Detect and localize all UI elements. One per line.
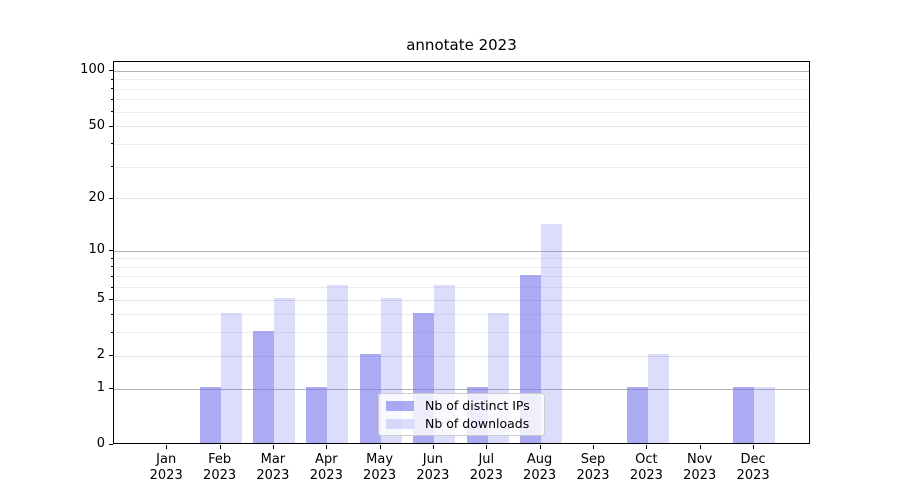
bar-distinct-ips: [306, 386, 328, 443]
decade-gridline: [114, 388, 809, 390]
x-tick-label: Jul 2023: [469, 452, 503, 483]
y-axis-minor-tick: [111, 331, 113, 333]
x-axis-tick: [646, 445, 648, 449]
decade-gridline: [114, 70, 809, 72]
legend-label: Nb of downloads: [425, 416, 530, 431]
y-tick-label: 0: [96, 436, 105, 452]
y-axis-minor-tick: [111, 166, 113, 168]
x-tick-label: Dec 2023: [736, 452, 770, 483]
y-axis-minor-tick: [111, 266, 113, 268]
decade-gridline: [114, 250, 809, 252]
y-axis-tick: [109, 299, 113, 301]
bar-downloads: [540, 223, 562, 443]
x-tick-label: Nov 2023: [683, 452, 717, 483]
minor-gridline: [114, 166, 809, 168]
y-tick-label: 2: [96, 347, 105, 363]
y-axis-minor-tick: [111, 78, 113, 80]
x-axis-tick: [326, 445, 328, 449]
bar-downloads: [754, 386, 776, 443]
legend-item: Nb of distinct IPs: [386, 398, 537, 413]
y-axis-minor-tick: [111, 98, 113, 100]
major-gridline: [114, 198, 809, 200]
y-tick-label: 20: [88, 189, 105, 205]
y-tick-label: 100: [80, 62, 105, 78]
minor-gridline: [114, 266, 809, 268]
minor-gridline: [114, 276, 809, 278]
x-axis-tick: [432, 445, 434, 449]
minor-gridline: [114, 258, 809, 260]
minor-gridline: [114, 111, 809, 113]
y-axis-minor-tick: [111, 313, 113, 315]
y-axis-tick: [109, 70, 113, 72]
major-gridline: [114, 126, 809, 128]
x-tick-label: Feb 2023: [203, 452, 237, 483]
minor-gridline: [114, 143, 809, 145]
legend-swatch-downloads: [386, 418, 414, 429]
minor-gridline: [114, 88, 809, 90]
chart-title: annotate 2023: [406, 36, 517, 54]
y-axis-minor-tick: [111, 286, 113, 288]
major-gridline: [114, 355, 809, 357]
y-axis-minor-tick: [111, 88, 113, 90]
y-axis-minor-tick: [111, 143, 113, 145]
y-axis-tick: [109, 388, 113, 390]
y-axis-tick: [109, 197, 113, 199]
x-axis-tick: [272, 445, 274, 449]
x-tick-label: Aug 2023: [523, 452, 557, 483]
y-axis-tick: [109, 444, 113, 446]
bar-distinct-ips: [733, 386, 755, 443]
x-tick-label: Jan 2023: [149, 452, 183, 483]
y-axis-tick: [109, 250, 113, 251]
minor-gridline: [114, 314, 809, 316]
bar-distinct-ips: [199, 386, 221, 443]
y-axis-tick: [109, 125, 113, 127]
legend: Nb of distinct IPs Nb of downloads: [378, 393, 545, 436]
minor-gridline: [114, 287, 809, 289]
bar-distinct-ips: [359, 354, 381, 443]
x-axis-tick: [379, 445, 381, 449]
bar-downloads: [274, 297, 296, 443]
x-axis-tick: [486, 445, 488, 449]
x-tick-label: Apr 2023: [309, 452, 343, 483]
legend-label: Nb of distinct IPs: [425, 398, 530, 413]
bar-downloads: [327, 285, 349, 443]
legend-item: Nb of downloads: [386, 416, 537, 431]
x-tick-label: Sep 2023: [576, 452, 610, 483]
minor-gridline: [114, 332, 809, 334]
x-tick-label: Mar 2023: [256, 452, 290, 483]
minor-gridline: [114, 99, 809, 101]
y-tick-label: 5: [96, 291, 105, 307]
y-axis-minor-tick: [111, 257, 113, 259]
x-axis-tick: [219, 445, 221, 449]
minor-gridline: [114, 79, 809, 81]
bar-downloads: [647, 354, 669, 443]
x-axis-tick: [753, 445, 755, 449]
major-gridline: [114, 299, 809, 301]
y-axis-tick: [109, 355, 113, 357]
y-axis-minor-tick: [111, 275, 113, 277]
y-axis-minor-tick: [111, 111, 113, 113]
y-tick-label: 10: [88, 242, 105, 257]
x-axis-tick: [539, 445, 541, 449]
y-tick-label: 50: [88, 117, 105, 133]
x-tick-label: Oct 2023: [629, 452, 663, 483]
bar-distinct-ips: [626, 386, 648, 443]
x-axis-tick: [699, 445, 701, 449]
x-tick-label: May 2023: [363, 452, 397, 483]
y-tick-label: 1: [96, 380, 105, 396]
plot-area: Nb of distinct IPs Nb of downloads: [113, 61, 810, 444]
x-axis-tick: [166, 445, 168, 449]
x-axis-tick: [593, 445, 594, 449]
legend-swatch-distinct-ips: [386, 400, 414, 411]
x-tick-label: Jun 2023: [416, 452, 450, 483]
bar-downloads: [220, 312, 242, 443]
bar-distinct-ips: [253, 330, 275, 443]
